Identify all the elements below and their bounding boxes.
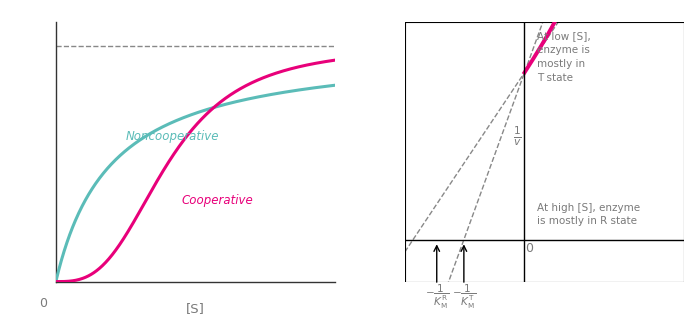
Text: At low [S],
enzyme is
mostly in
T state: At low [S], enzyme is mostly in T state [537,31,591,83]
Text: $\frac{1}{v}$: $\frac{1}{v}$ [512,124,521,148]
Text: 0: 0 [40,297,47,310]
Text: 0: 0 [526,242,533,255]
Text: $-\dfrac{1}{K_{\rm M}^{\rm R}}$: $-\dfrac{1}{K_{\rm M}^{\rm R}}$ [424,283,449,311]
Text: Noncooperative: Noncooperative [126,130,219,143]
Text: [S]: [S] [186,302,205,315]
Text: $-\dfrac{1}{K_{\rm M}^{\rm T}}$: $-\dfrac{1}{K_{\rm M}^{\rm T}}$ [452,283,476,311]
Text: At high [S], enzyme
is mostly in R state: At high [S], enzyme is mostly in R state [537,203,640,226]
Text: Cooperative: Cooperative [181,194,253,207]
